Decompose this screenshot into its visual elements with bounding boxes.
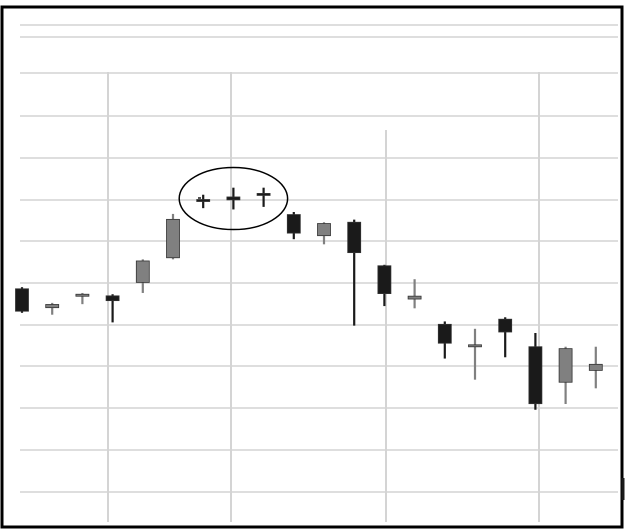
candle-15 [468, 328, 482, 380]
candle-10 [317, 222, 331, 245]
candle-body-18 [558, 348, 573, 383]
stray-tick [198, 197, 201, 199]
candle-body-9 [286, 214, 301, 234]
candle-17 [528, 332, 543, 410]
candle-13 [407, 279, 422, 309]
chart-frame-border [0, 5, 624, 529]
candle-body-17 [528, 346, 543, 405]
candle-16 [498, 317, 513, 358]
candle-18 [558, 346, 573, 404]
candle-7 [226, 187, 241, 210]
candle-11 [347, 219, 362, 326]
candle-19 [588, 346, 603, 389]
candle-body-19 [588, 363, 603, 371]
candle-body-4 [135, 260, 150, 283]
candle-9 [286, 212, 301, 240]
candle-body-1 [45, 304, 60, 309]
candle-body-6 [196, 199, 211, 202]
candle-body-13 [407, 295, 422, 300]
candle-6 [196, 194, 211, 209]
candle-layer [15, 187, 625, 500]
candle-8 [256, 187, 271, 207]
candle-body-11 [347, 221, 362, 254]
candle-5 [166, 213, 180, 260]
candle-14 [437, 321, 452, 359]
candle-body-5 [166, 218, 180, 259]
candle-body-10 [317, 223, 331, 237]
candle-body-3 [105, 295, 120, 302]
candle-body-8 [256, 193, 271, 196]
candle-0 [15, 287, 29, 313]
candle-body-2 [75, 293, 90, 297]
annotation-layer [178, 166, 289, 231]
candle-body-7 [226, 196, 241, 201]
candle-body-0 [15, 288, 29, 312]
candle-body-15 [468, 344, 482, 348]
candle-4 [135, 259, 150, 293]
candle-1 [45, 302, 60, 315]
annotation-ellipse [178, 166, 289, 231]
candle-2 [75, 292, 90, 305]
candle-body-14 [437, 323, 452, 344]
candle-body-12 [377, 265, 392, 295]
candle-body-16 [498, 318, 513, 333]
candle-3 [105, 294, 120, 323]
candle-12 [377, 264, 392, 307]
